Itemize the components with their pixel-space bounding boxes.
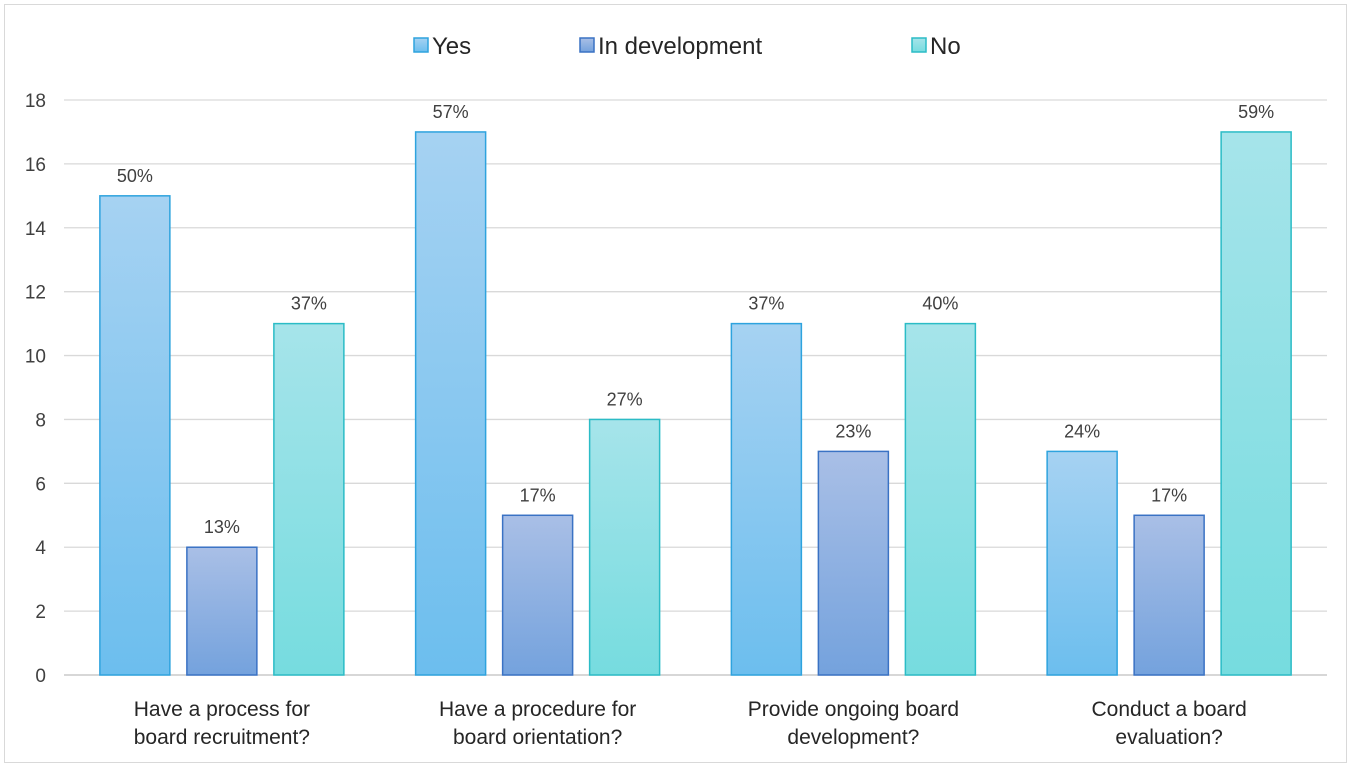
y-tick-label: 0 [35, 666, 46, 687]
y-tick-label: 6 [35, 474, 46, 495]
x-category-label: Provide ongoing board development? [748, 698, 959, 749]
bar [99, 195, 171, 676]
y-tick-label: 10 [25, 347, 46, 368]
legend-label: No [930, 33, 961, 60]
data-label: 27% [607, 389, 643, 409]
legend: Yes In development No [413, 33, 961, 60]
legend-label: In development [598, 33, 762, 60]
bar [1046, 450, 1118, 676]
legend-label: Yes [432, 33, 471, 60]
y-tick-label: 16 [25, 155, 46, 176]
y-tick-label: 14 [25, 219, 47, 240]
bar [730, 322, 803, 676]
bar [414, 131, 487, 676]
bar [501, 514, 574, 676]
bar [817, 450, 890, 676]
y-tick-label: 8 [35, 410, 46, 431]
data-label: 17% [1151, 485, 1187, 505]
x-category-label: Conduct a board evaluation? [1091, 698, 1246, 749]
data-label: 37% [291, 294, 327, 314]
data-label: 59% [1238, 102, 1274, 122]
y-tick-label: 4 [35, 538, 46, 559]
x-axis: Have a process for board recruitment? Have… [134, 698, 1247, 749]
y-tick-label: 12 [25, 283, 46, 304]
data-label: 37% [748, 294, 784, 314]
legend-swatch [413, 37, 429, 53]
data-labels: 50% 57% 37% 24% 13% 17% 23% 17% 37% 27% 40% 59% [117, 102, 1274, 537]
data-label: 23% [835, 421, 871, 441]
bar [273, 322, 345, 676]
bar [186, 546, 258, 676]
data-label: 57% [433, 102, 469, 122]
y-axis: 0 2 4 6 8 10 12 14 16 18 [25, 91, 47, 687]
y-tick-label: 18 [25, 91, 46, 112]
data-label: 13% [204, 517, 240, 537]
data-label: 17% [520, 485, 556, 505]
data-label: 50% [117, 166, 153, 186]
data-label: 40% [922, 294, 958, 314]
bars [99, 131, 1292, 676]
legend-swatch [579, 37, 595, 53]
bar [1220, 131, 1292, 676]
data-label: 24% [1064, 421, 1100, 441]
bar [588, 418, 661, 676]
x-category-label: Have a procedure for board orientation? [439, 698, 636, 749]
x-category-label: Have a process for board recruitment? [134, 698, 310, 749]
bar [904, 322, 977, 676]
bar [1133, 514, 1205, 676]
legend-swatch [911, 37, 927, 53]
y-tick-label: 2 [35, 602, 46, 623]
